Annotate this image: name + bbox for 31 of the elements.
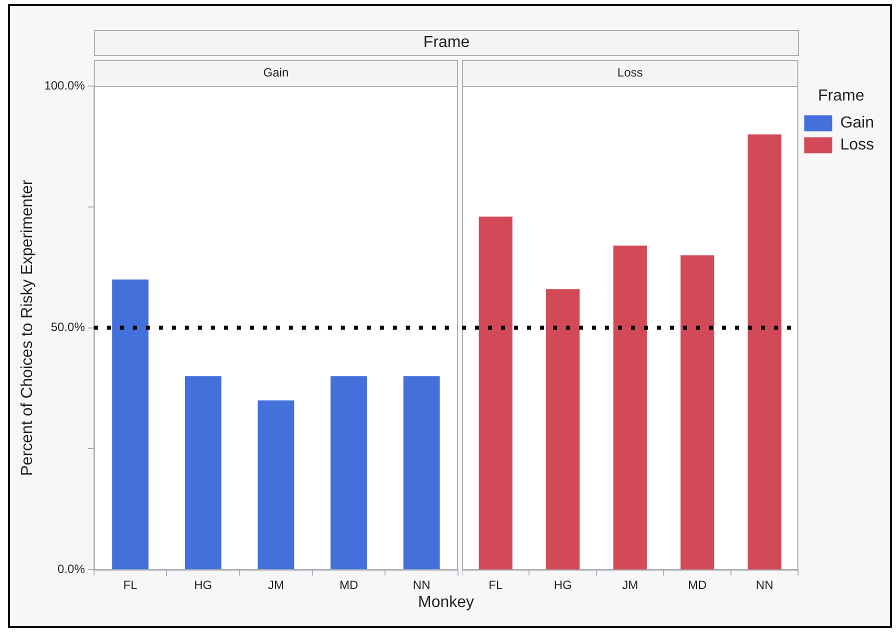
- legend-label: Loss: [840, 136, 874, 154]
- x-tick-label: JM: [268, 578, 284, 592]
- bar: [330, 376, 367, 570]
- y-axis-title: Percent of Choices to Risky Experimenter: [19, 179, 36, 476]
- x-tick-label: NN: [412, 578, 430, 592]
- chart-title: Loss: [617, 65, 643, 80]
- text: Frame: [94, 30, 800, 56]
- y-tick-label: 100.0%: [44, 78, 86, 92]
- bar: [748, 134, 782, 570]
- x-tick-label: NN: [756, 578, 774, 592]
- x-tick-label: FL: [488, 578, 503, 592]
- x-tick-label: HG: [554, 578, 572, 592]
- bar: [112, 279, 149, 570]
- bar: [680, 255, 714, 570]
- x-tick-label: FL: [123, 578, 138, 592]
- bar: [546, 289, 580, 570]
- x-axis-title: Monkey: [417, 594, 476, 612]
- x-tick-label: MD: [339, 578, 358, 592]
- x-tick-label: JM: [622, 578, 638, 592]
- bar: [478, 216, 512, 570]
- x-tick-label: HG: [194, 578, 212, 592]
- y-tick-label: 0.0%: [58, 562, 86, 576]
- legend-label: Gain: [840, 114, 874, 132]
- legend-title: Frame: [818, 87, 864, 104]
- bar: [403, 376, 440, 570]
- bar: [258, 400, 294, 570]
- x-tick-label: MD: [688, 578, 707, 592]
- chart-title: Gain: [263, 65, 289, 80]
- bar: [613, 246, 647, 570]
- bar: [184, 376, 222, 570]
- y-tick-label: 50.0%: [50, 320, 86, 334]
